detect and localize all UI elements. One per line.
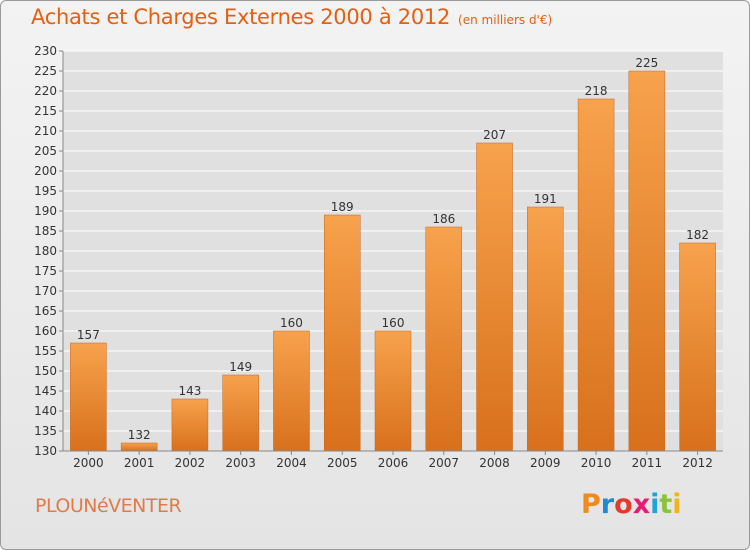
y-tick-label: 135 [34,424,57,438]
logo-letter: i [672,489,682,520]
y-axis-ticks: 130 135 140 145 150 155 160 165 170 175 180 185 190 1… [34,44,63,458]
x-axis-ticks: 2000 2001 2002 2003 2004 2005 2006 2007 2008 2009… [73,451,713,470]
y-tick-label: 150 [34,364,57,378]
bar [171,398,209,452]
bar [374,330,412,452]
bar-value-label: 132 [128,428,151,442]
bar [476,142,513,452]
x-tick-label: 2002 [175,456,206,470]
title-row: Achats et Charges Externes 2000 à 2012 (e… [31,5,552,29]
x-tick-label: 2010 [581,456,612,470]
logo-letter: i [650,489,660,520]
x-tick-label: 2004 [276,456,307,470]
y-tick-label: 185 [34,224,57,238]
y-tick-label: 145 [34,384,57,398]
y-tick-label: 155 [34,344,57,358]
y-tick-label: 225 [34,64,57,78]
bar [273,330,310,452]
x-tick-label: 2000 [73,456,104,470]
bar [222,374,259,452]
bar [628,70,666,452]
y-tick-label: 180 [34,244,57,258]
y-tick-label: 215 [34,104,57,118]
bar-value-label: 225 [635,56,658,70]
y-tick-label: 190 [34,204,57,218]
chart-title: Achats et Charges Externes 2000 à 2012 [31,5,451,29]
x-tick-label: 2003 [225,456,256,470]
bars: 157 132 143 149 160 189 160 186 207 191 218 225 182 [70,56,716,452]
bar-value-label: 149 [229,360,252,374]
bar [323,214,361,452]
bar [425,226,463,452]
logo-letter: o [614,489,633,520]
bar-value-label: 160 [280,316,303,330]
bar-value-label: 160 [382,316,405,330]
x-tick-label: 2009 [530,456,561,470]
bar [70,342,107,452]
bar-value-label: 189 [331,200,354,214]
x-tick-label: 2011 [632,456,663,470]
x-tick-label: 2007 [428,456,459,470]
bar [577,98,615,452]
logo-letter: P [581,489,601,520]
y-tick-label: 130 [34,444,57,458]
x-tick-label: 2005 [327,456,358,470]
y-tick-label: 165 [34,304,57,318]
bar-value-label: 191 [534,192,557,206]
bar [120,442,158,452]
y-tick-label: 140 [34,404,57,418]
x-tick-label: 2006 [378,456,409,470]
logo-letter: t [659,489,673,520]
bar-value-label: 186 [432,212,455,226]
y-tick-label: 230 [34,44,57,58]
x-tick-label: 2001 [124,456,155,470]
logo-letter: r [600,489,615,520]
y-tick-label: 160 [34,324,57,338]
y-tick-label: 210 [34,124,57,138]
chart-subtitle: (en milliers d'€) [458,13,553,27]
proxiti-logo: Proxiti [581,489,682,520]
bar-value-label: 182 [686,228,709,242]
y-tick-label: 200 [34,164,57,178]
bar-value-label: 207 [483,128,506,142]
y-tick-label: 175 [34,264,57,278]
logo-letter: x [632,489,651,520]
bar [527,206,564,452]
bar-value-label: 157 [77,328,100,342]
x-tick-label: 2008 [479,456,510,470]
bar [679,242,716,452]
y-tick-label: 205 [34,144,57,158]
y-tick-label: 220 [34,84,57,98]
y-tick-label: 170 [34,284,57,298]
bar-value-label: 143 [178,384,201,398]
y-tick-label: 195 [34,184,57,198]
bar-value-label: 218 [585,84,608,98]
commune-name: PLOUNéVENTER [35,495,182,517]
x-tick-label: 2012 [682,456,713,470]
